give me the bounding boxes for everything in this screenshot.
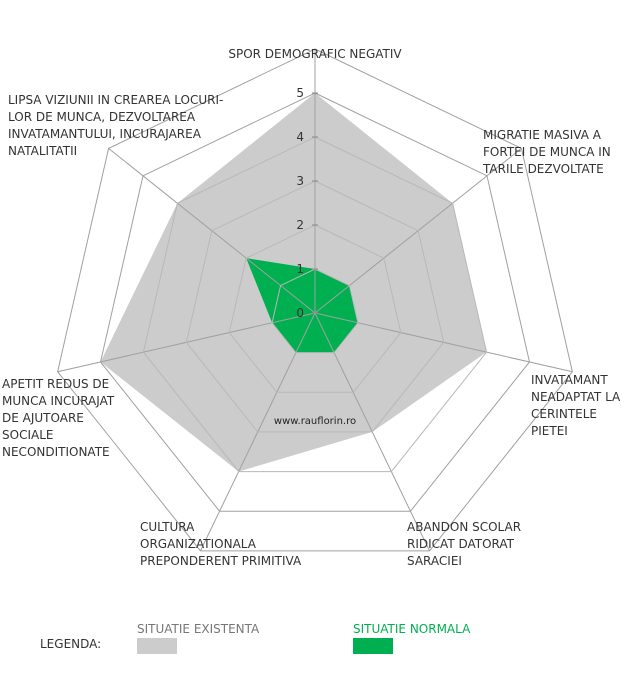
grid-ring-2 (228, 224, 402, 393)
grid-ring-3 (185, 180, 445, 433)
tick-label-1: 1 (296, 262, 304, 276)
radar-series (57, 48, 573, 552)
watermark: www.rauflorin.ro (274, 416, 356, 427)
category-label-3: ABANDON SCOLAR RIDICAT DATORAT SARACIEI (407, 520, 521, 568)
category-label-2: INVATAMANT NEADAPTAT LA CERINTELE PIETEI (531, 373, 621, 438)
legend-swatch-existing (137, 638, 177, 654)
series-area-normal (246, 258, 358, 353)
legend-label-existing: SITUATIE EXISTENTA (137, 622, 260, 636)
category-label-0: SPOR DEMOGRAFIC NEGATIV (228, 47, 402, 61)
category-label-6: LIPSA VIZIUNII IN CREAREA LOCURI-LOR DE … (8, 93, 223, 158)
category-label-5: APETIT REDUS DE MUNCA INCURAJAT DE AJUTOAR… (2, 377, 115, 459)
grid-ring-1 (271, 268, 359, 354)
tick-label-3: 3 (296, 174, 304, 188)
category-label-1: MIGRATIE MASIVA A FORTEI DE MUNCA IN TARIL… (482, 128, 611, 176)
outer-ring-0 (99, 92, 531, 512)
outer-ring-1 (57, 48, 573, 552)
grid-ring-4 (142, 136, 488, 473)
tick-label-4: 4 (296, 130, 304, 144)
tick-label-2: 2 (296, 218, 304, 232)
category-labels: SPOR DEMOGRAFIC NEGATIV MIGRATIE MASIVA A… (2, 47, 621, 568)
legend-swatch-normal (353, 638, 393, 654)
legend-label-normal: SITUATIE NORMALA (353, 622, 471, 636)
category-label-4: CULTURA ORGANIZATIONALA PREPONDERENT PRIMI… (140, 520, 302, 568)
tick-label-5: 5 (296, 86, 304, 100)
radial-ticks: 0 1 2 3 4 5 (296, 86, 318, 320)
tick-label-0: 0 (296, 306, 304, 320)
legend-title: LEGENDA: (40, 637, 102, 651)
